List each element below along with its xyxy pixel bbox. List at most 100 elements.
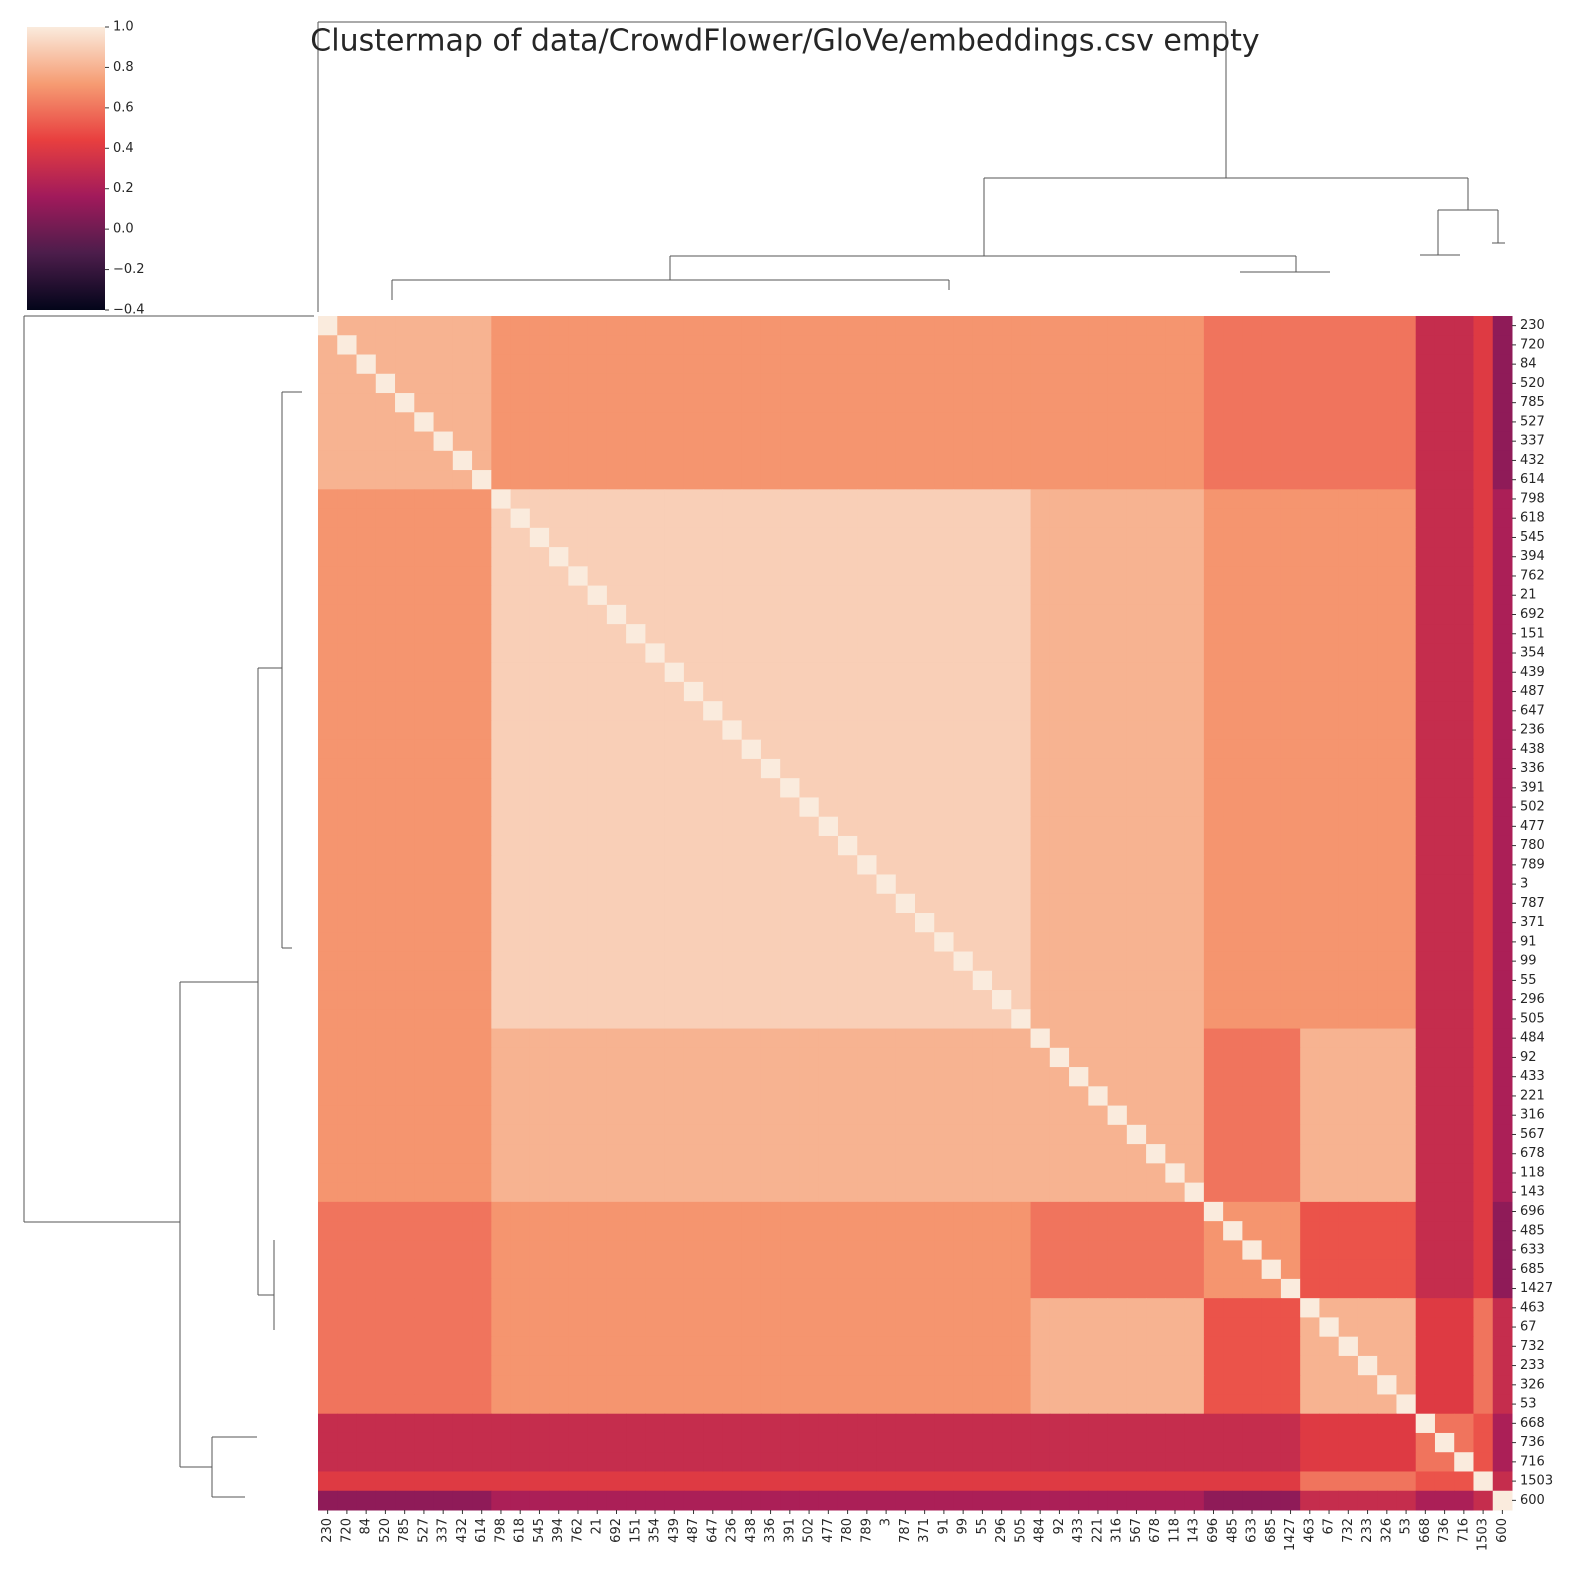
heatmap-cell xyxy=(1165,316,1186,336)
heatmap-cell xyxy=(683,681,704,702)
heatmap-cell xyxy=(1030,373,1051,394)
heatmap-cell xyxy=(1049,855,1070,875)
heatmap-cell xyxy=(683,1124,704,1145)
heatmap-cell xyxy=(1088,662,1109,683)
heatmap-cell xyxy=(722,893,743,914)
heatmap-cell xyxy=(741,1259,762,1280)
heatmap-cell xyxy=(703,1144,723,1164)
heatmap-cell xyxy=(895,1317,916,1338)
heatmap-cell xyxy=(1223,470,1243,490)
heatmap-cell xyxy=(606,566,627,587)
heatmap-cell xyxy=(953,990,974,1010)
heatmap-cell xyxy=(1492,835,1513,856)
heatmap-cell xyxy=(1300,701,1320,721)
heatmap-cell xyxy=(915,585,935,606)
heatmap-cell xyxy=(1049,489,1070,510)
heatmap-cell xyxy=(1088,739,1109,760)
heatmap-cell xyxy=(857,662,877,683)
heatmap-cell xyxy=(1319,354,1340,375)
heatmap-cell xyxy=(1049,1278,1070,1299)
heatmap-cell xyxy=(1107,1182,1128,1203)
heatmap-cell xyxy=(356,1124,377,1145)
heatmap-cell xyxy=(683,1317,704,1338)
heatmap-cell xyxy=(375,547,396,567)
heatmap-cell xyxy=(510,1028,531,1049)
heatmap-cell xyxy=(1223,1009,1243,1030)
heatmap-cell xyxy=(1319,1086,1340,1107)
heatmap-cell xyxy=(1126,797,1147,818)
heatmap-cell xyxy=(491,450,512,471)
heatmap-cell xyxy=(992,662,1012,683)
heatmap-cell xyxy=(818,373,839,394)
heatmap-cell xyxy=(1030,681,1051,702)
row-label: 736 xyxy=(1520,1435,1545,1450)
heatmap-cell xyxy=(375,1124,396,1145)
heatmap-cell xyxy=(1242,1375,1263,1395)
heatmap-cell xyxy=(1434,1317,1455,1338)
heatmap-cell xyxy=(876,624,897,644)
heatmap-cell xyxy=(491,893,512,914)
heatmap-cell xyxy=(452,1201,473,1222)
heatmap-cell xyxy=(1396,874,1417,895)
heatmap-cell xyxy=(452,1317,473,1338)
heatmap-cell xyxy=(587,1028,608,1049)
heatmap-cell xyxy=(587,1144,608,1164)
heatmap-cell xyxy=(1069,566,1089,587)
heatmap-cell xyxy=(626,1413,646,1434)
heatmap-cell xyxy=(549,1047,569,1068)
heatmap-cell xyxy=(1280,951,1301,972)
heatmap-cell xyxy=(683,835,704,856)
heatmap-cell xyxy=(375,604,396,625)
heatmap-cell xyxy=(992,720,1012,741)
heatmap-cell xyxy=(953,335,974,356)
row-label: 92 xyxy=(1520,1050,1537,1065)
heatmap-cell xyxy=(1223,316,1243,336)
heatmap-cell xyxy=(356,450,377,471)
heatmap-cell xyxy=(549,1124,569,1145)
heatmap-cell xyxy=(1126,990,1147,1010)
heatmap-cell xyxy=(1107,662,1128,683)
heatmap-cell xyxy=(1300,662,1320,683)
heatmap-cell xyxy=(818,489,839,510)
heatmap-cell xyxy=(857,1452,877,1472)
col-label: 151 xyxy=(628,1518,643,1543)
heatmap-cell xyxy=(876,855,897,875)
heatmap-cell xyxy=(1415,855,1436,875)
heatmap-cell xyxy=(818,1413,839,1434)
heatmap-cell xyxy=(472,990,492,1010)
heatmap-cell xyxy=(1261,720,1282,741)
heatmap-cell xyxy=(645,1259,666,1280)
heatmap-cell xyxy=(1203,431,1224,452)
heatmap-cell xyxy=(568,1028,589,1049)
heatmap-cell xyxy=(414,1163,435,1184)
heatmap-cell xyxy=(587,662,608,683)
heatmap-cell xyxy=(1146,1471,1166,1492)
heatmap-cell xyxy=(1146,932,1166,953)
heatmap-cell xyxy=(837,1144,858,1164)
heatmap-cell xyxy=(1107,874,1128,895)
heatmap-cell xyxy=(953,1471,974,1492)
heatmap-cell xyxy=(1396,1336,1417,1357)
heatmap-cell xyxy=(799,1221,820,1241)
heatmap-cell xyxy=(837,739,858,760)
heatmap-cell xyxy=(895,1394,916,1415)
heatmap-cell xyxy=(1280,1124,1301,1145)
heatmap-cell xyxy=(375,990,396,1010)
heatmap-cell xyxy=(1357,701,1378,721)
heatmap-cell xyxy=(1319,701,1340,721)
heatmap-cell xyxy=(1454,1490,1474,1511)
heatmap-cell xyxy=(857,739,877,760)
heatmap-cell xyxy=(837,1317,858,1338)
heatmap-cell xyxy=(1415,1278,1436,1299)
heatmap-cell xyxy=(1146,739,1166,760)
heatmap-cell xyxy=(953,1105,974,1126)
heatmap-cell xyxy=(568,1182,589,1203)
heatmap-cell xyxy=(1396,1355,1417,1376)
heatmap-cell xyxy=(1203,1144,1224,1164)
heatmap-cell xyxy=(1242,1067,1263,1087)
heatmap-cell xyxy=(1300,720,1320,741)
heatmap-cell xyxy=(626,547,646,567)
heatmap-cell xyxy=(433,1394,454,1415)
heatmap-cell xyxy=(818,1105,839,1126)
heatmap-cell xyxy=(626,1240,646,1261)
